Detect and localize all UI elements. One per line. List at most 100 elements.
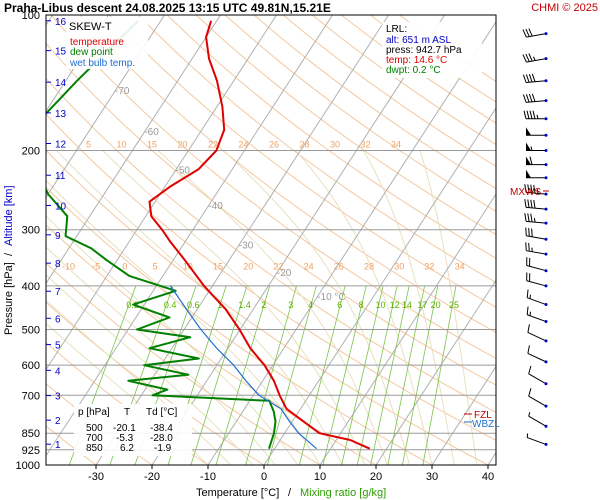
isotherm <box>319 193 496 465</box>
wind-barb <box>527 324 548 343</box>
wind-barb-base <box>544 303 548 307</box>
theta-label: 15 <box>213 261 223 271</box>
mixing-ratio-line <box>387 285 425 465</box>
wind-barb-staff <box>528 415 547 427</box>
wind-barb-full <box>525 74 530 83</box>
altitude-tick-label: 4 <box>55 366 61 377</box>
mixing-ratio-label: 4 <box>308 300 313 310</box>
pressure-tick-label: 600 <box>22 360 40 372</box>
temp-tick-label: -30 <box>88 471 104 483</box>
mixing-ratio-line <box>341 285 384 465</box>
isotherm <box>487 451 496 465</box>
dry-adiabat <box>108 15 496 308</box>
pressure-tick-label: 200 <box>22 145 40 157</box>
theta-label: 10 <box>183 261 193 271</box>
pressure-tick-label: 100 <box>22 10 40 22</box>
temp-tick-label: 20 <box>370 471 382 483</box>
wind-barb <box>522 53 548 63</box>
wind-barb <box>526 169 548 180</box>
wind-barb-base <box>544 32 548 36</box>
wind-barb-staff <box>526 220 547 224</box>
table-row: 850 6.2 -1.9 <box>86 443 172 454</box>
wind-barb-staff <box>526 250 547 255</box>
pressure-tick-label: 300 <box>22 225 40 237</box>
wind-barb-base <box>544 133 548 137</box>
dry-adiabat <box>224 15 496 212</box>
table-row: 700 -5.3 -28.0 <box>86 433 173 444</box>
wind-barb-staff <box>527 314 547 323</box>
mixing-ratio-line <box>422 285 457 465</box>
wind-barb-half <box>533 217 536 223</box>
temp-tick-label: -20 <box>144 471 160 483</box>
isotherm <box>544 15 600 465</box>
wind-barb <box>524 199 548 211</box>
wind-barb-full <box>530 213 533 222</box>
pressure-tick-label: 925 <box>22 445 40 457</box>
wind-barb-staff <box>526 206 547 210</box>
mixing-ratio-line <box>215 285 271 465</box>
mixing-ratio-line <box>370 285 410 465</box>
theta-label: 32 <box>361 139 371 149</box>
mixing-ratio-label: 6 <box>337 300 342 310</box>
y-label-pressure: Pressure [hPa] <box>3 262 15 335</box>
isotherm-label: -30 <box>239 240 254 251</box>
mixing-ratio-label: 12 <box>390 300 400 310</box>
mixing-ratio-label: 20 <box>431 300 441 310</box>
wind-barb <box>526 289 548 307</box>
legend-item-dew-point: dew point <box>70 47 113 58</box>
dew-point-line <box>46 20 277 450</box>
theta-label: 22 <box>208 139 218 149</box>
wind-barb-staff <box>526 33 547 38</box>
wind-barb-base <box>544 117 548 121</box>
temp-tick-label: -10 <box>200 471 216 483</box>
fzl-label: FZL <box>474 410 492 421</box>
mixing-ratio-label: 3 <box>288 300 293 310</box>
wind-barb-staff <box>528 373 547 385</box>
altitude-tick-label: 13 <box>55 109 67 120</box>
wind-barb <box>526 142 548 152</box>
pressure-tick-label: 400 <box>22 281 40 293</box>
lrl-dwpt: dwpt: 0.2 °C <box>386 65 441 76</box>
mixing-ratio-line <box>298 285 346 465</box>
wind-barb <box>526 272 548 288</box>
wind-barb-base <box>544 79 548 83</box>
temp-tick-label: 30 <box>426 471 438 483</box>
wind-barb-half <box>536 189 539 194</box>
mixing-ratio-label: 1.4 <box>238 300 251 310</box>
wind-barb-staff <box>526 235 547 240</box>
wind-barb-base <box>544 221 548 225</box>
dry-adiabat <box>46 77 496 413</box>
theta-label: 5 <box>86 139 91 149</box>
mixing-ratio-label: 8 <box>359 300 364 310</box>
wind-barb-pennant <box>526 156 531 165</box>
wind-barb-full <box>522 54 527 63</box>
theta-label: 28 <box>364 261 374 271</box>
wind-barb-full <box>526 306 529 315</box>
wind-barb <box>526 306 548 324</box>
wind-barb-base <box>544 424 548 428</box>
dry-adiabat <box>166 15 496 259</box>
wind-barb-staff <box>528 395 547 407</box>
dry-adiabat <box>50 15 496 359</box>
wind-barb <box>526 433 548 446</box>
lrl-press: press: 942.7 hPa <box>386 45 462 56</box>
wind-barb-full <box>528 365 532 374</box>
wind-barb-base <box>544 252 548 256</box>
theta-label: 34 <box>455 261 465 271</box>
altitude-tick-label: 1 <box>55 440 61 451</box>
wind-barb <box>522 28 548 38</box>
isotherm <box>263 107 496 465</box>
wind-barb-half <box>533 56 536 61</box>
wind-barb <box>528 365 548 386</box>
mixing-ratio-label: 25 <box>449 300 459 310</box>
isotherm-label: -10 °C <box>317 292 345 303</box>
dry-adiabat <box>46 186 434 465</box>
table-cell: -28.0 <box>150 433 173 444</box>
x-label-sep: / <box>288 487 292 499</box>
mixing-ratio-label: 10 <box>376 300 386 310</box>
wind-barb-staff <box>527 437 547 445</box>
dry-adiabat <box>253 15 496 190</box>
wind-barb <box>523 110 548 121</box>
wind-barb-full <box>533 199 536 209</box>
